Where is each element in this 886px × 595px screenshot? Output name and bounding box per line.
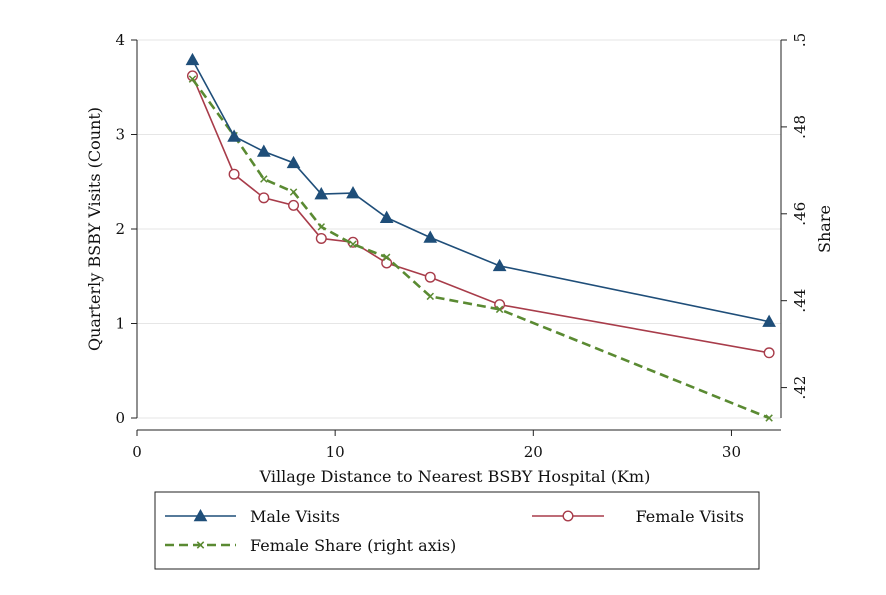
series-line bbox=[191, 78, 770, 420]
legend-marker bbox=[193, 508, 208, 522]
legend-item: Male Visits bbox=[165, 507, 340, 526]
data-point bbox=[349, 240, 357, 248]
data-point bbox=[317, 223, 326, 231]
data-point bbox=[346, 186, 360, 199]
y2-tick-label: .42 bbox=[791, 376, 809, 400]
data-point bbox=[185, 52, 200, 66]
y-tick-label: 2 bbox=[115, 220, 125, 238]
data-point bbox=[260, 175, 268, 183]
data-point bbox=[227, 129, 241, 142]
x-axis-title: Village Distance to Nearest BSBY Hospita… bbox=[259, 467, 651, 486]
y2-tick-label: .5 bbox=[791, 33, 809, 47]
x-tick-label: 10 bbox=[326, 443, 345, 461]
y-tick-label: 3 bbox=[115, 126, 125, 144]
legend-label: Female Share (right axis) bbox=[250, 536, 456, 555]
grid-lines bbox=[137, 39, 781, 419]
data-point bbox=[423, 230, 438, 243]
data-point bbox=[256, 144, 271, 157]
data-point bbox=[315, 232, 327, 244]
y-tick-label: 1 bbox=[115, 315, 125, 333]
y-tick-label: 0 bbox=[115, 409, 125, 427]
data-point bbox=[258, 192, 270, 204]
data-point bbox=[765, 414, 773, 422]
data-point bbox=[289, 188, 298, 196]
y2-tick-label: .46 bbox=[791, 202, 809, 226]
y2-tick-label: .44 bbox=[791, 289, 809, 313]
data-point bbox=[762, 314, 776, 327]
data-point bbox=[286, 155, 301, 169]
data-point bbox=[314, 187, 329, 200]
series-female-share-right-axis bbox=[188, 75, 773, 422]
legend-box bbox=[154, 491, 760, 570]
tick-labels: 0 1 2 3 4 .42 .44 .46 .48 .5 0 10 20 30 bbox=[115, 31, 809, 461]
series-lines bbox=[185, 52, 776, 422]
legend-item: Female Visits bbox=[532, 507, 744, 526]
data-point bbox=[379, 210, 394, 223]
x-tick-label: 0 bbox=[132, 443, 142, 461]
legend-label: Female Visits bbox=[636, 507, 744, 526]
data-point bbox=[424, 271, 436, 283]
y2-tick-label: .48 bbox=[791, 115, 809, 139]
data-point bbox=[288, 199, 300, 211]
legend-marker bbox=[562, 510, 574, 522]
data-point bbox=[763, 347, 775, 359]
y-axis-title: Quarterly BSBY Visits (Count) bbox=[85, 107, 104, 351]
y2-axis-title: Share bbox=[815, 205, 834, 253]
legend-item: Female Share (right axis) bbox=[165, 536, 456, 555]
x-tick-label: 30 bbox=[722, 443, 741, 461]
axes bbox=[136, 40, 782, 431]
legend: Male Visits Female Visits Female Share (ri… bbox=[154, 491, 760, 570]
data-point bbox=[382, 253, 391, 261]
data-point bbox=[426, 292, 434, 301]
data-point bbox=[492, 258, 507, 272]
data-point bbox=[228, 168, 240, 180]
legend-label: Male Visits bbox=[250, 507, 340, 526]
series-line bbox=[191, 75, 770, 354]
x-tick-label: 20 bbox=[524, 443, 543, 461]
data-point bbox=[495, 305, 504, 314]
series-male-visits bbox=[185, 52, 776, 327]
data-point bbox=[188, 75, 197, 83]
series-female-visits bbox=[186, 70, 775, 359]
series-line bbox=[191, 59, 770, 323]
y-tick-label: 4 bbox=[115, 31, 125, 49]
legend-marker bbox=[196, 541, 205, 549]
